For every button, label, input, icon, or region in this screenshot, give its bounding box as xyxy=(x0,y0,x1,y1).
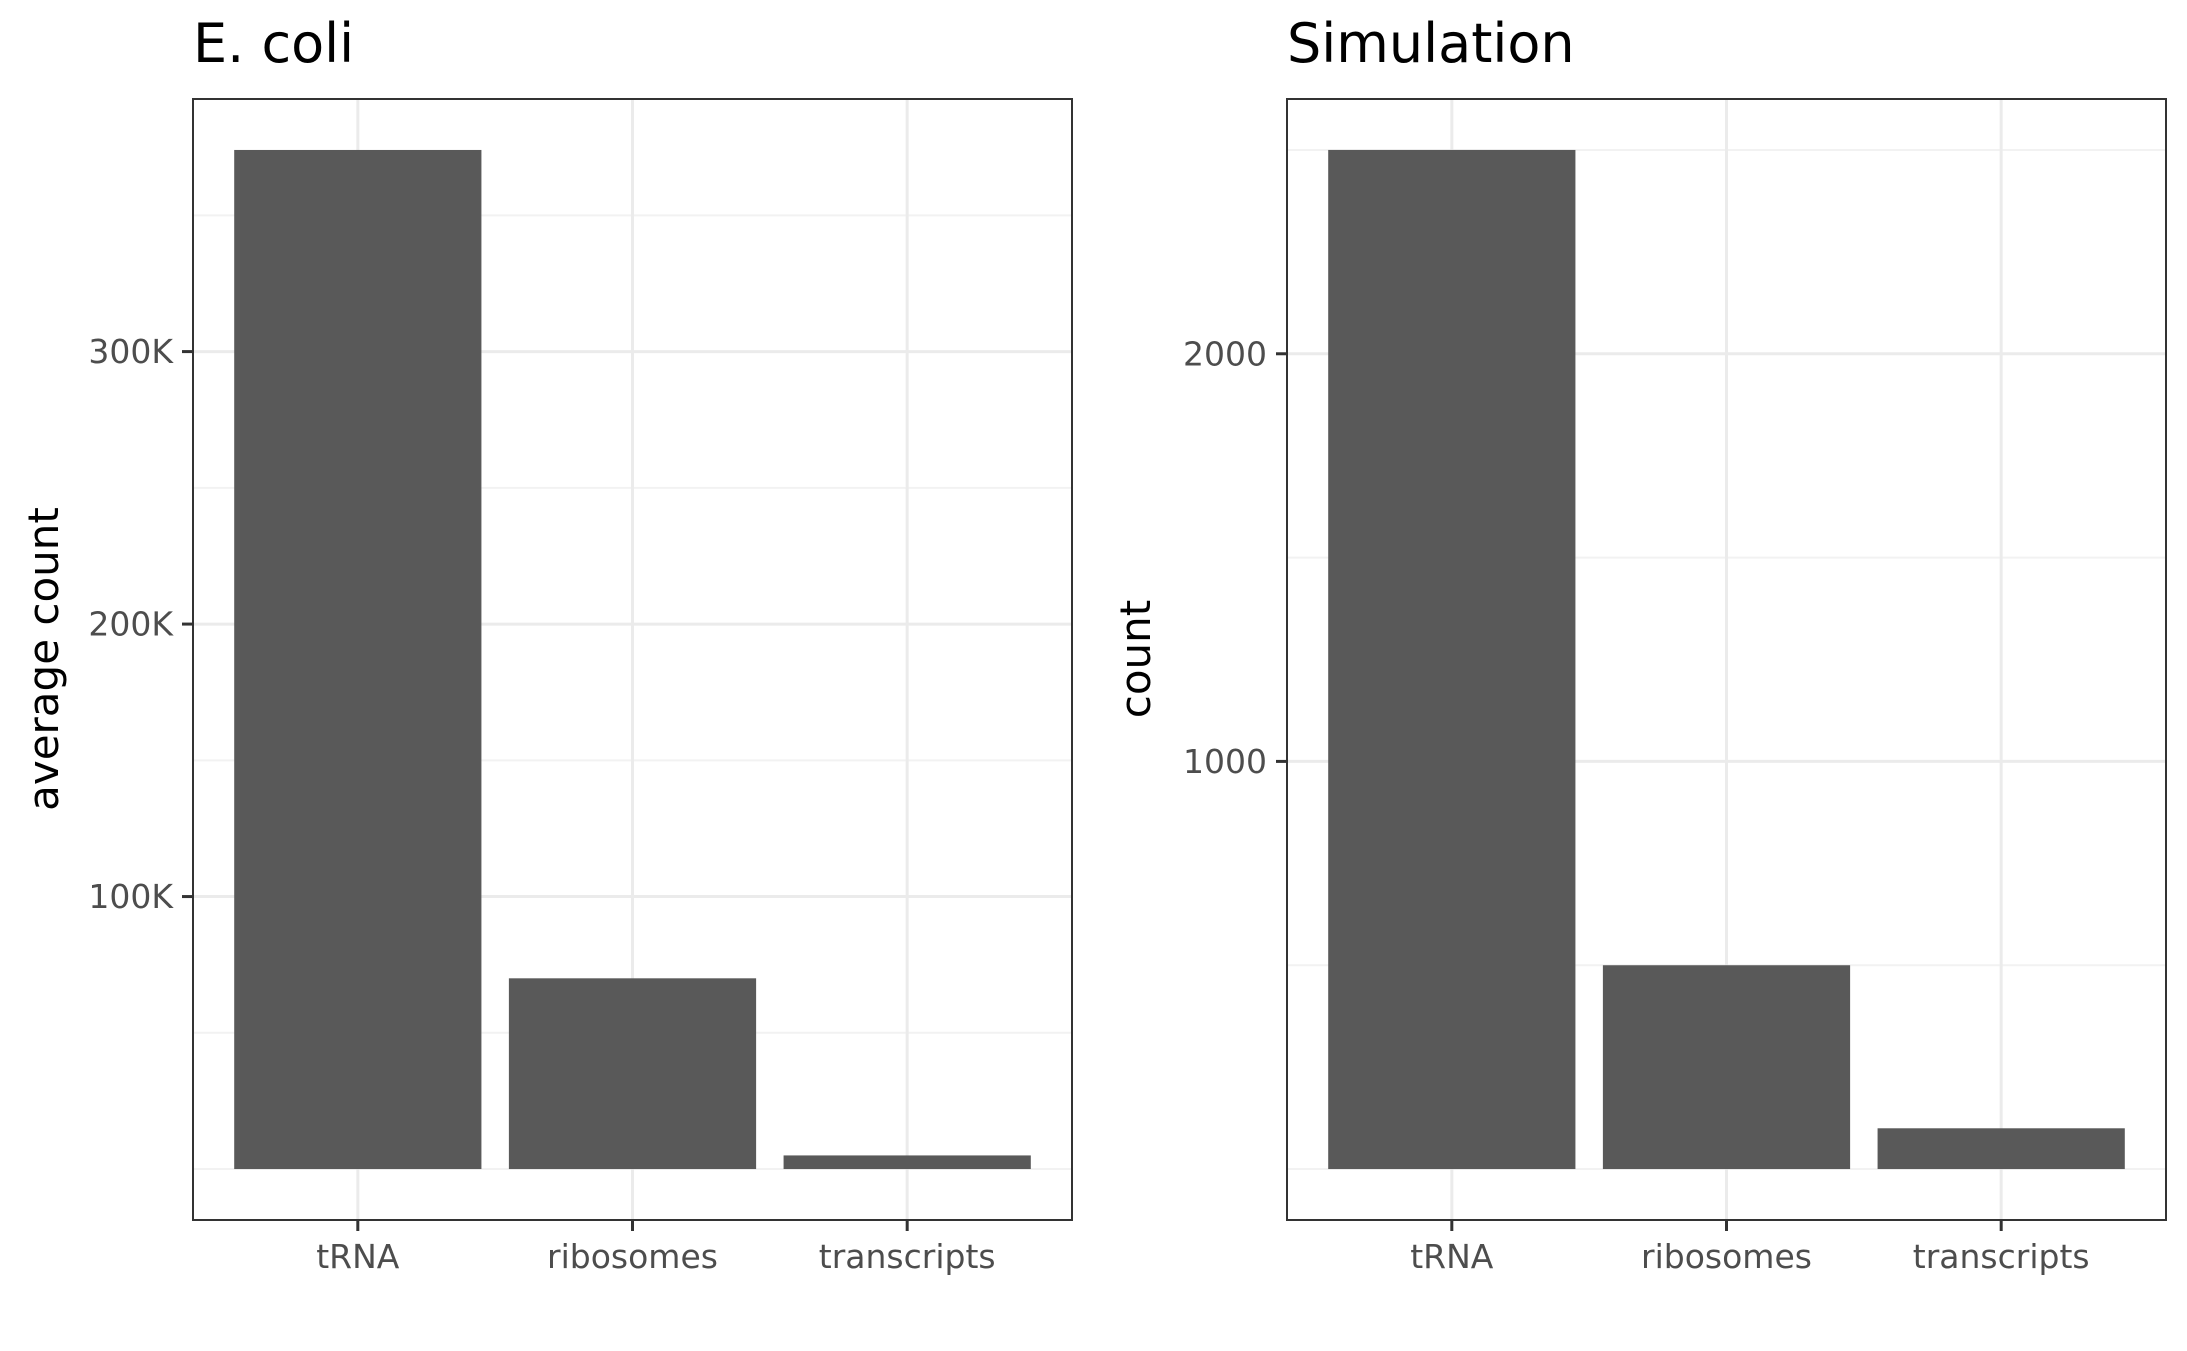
ecoli-x-tick-label-transcripts: transcripts xyxy=(819,1237,996,1276)
ecoli-x-tick-label-tRNA: tRNA xyxy=(316,1237,400,1276)
ecoli-bar-tRNA xyxy=(234,149,482,1170)
simulation-x-tick-label-ribosomes: ribosomes xyxy=(1641,1237,1812,1276)
simulation-bar-transcripts xyxy=(1877,1128,2125,1170)
ecoli-y-tick-label: 100K xyxy=(88,877,174,916)
simulation-bar-ribosomes xyxy=(1602,965,1851,1170)
ecoli-bar-ribosomes xyxy=(508,978,757,1170)
ecoli-panel: 100K 200K 300K tRNA ribosomes transcripts E. c… xyxy=(19,12,1073,1276)
simulation-x-tick-label-tRNA: tRNA xyxy=(1410,1237,1494,1276)
simulation-y-axis-title: count xyxy=(1111,600,1160,719)
ecoli-y-axis-title: average count xyxy=(19,507,68,811)
ecoli-y-tick-label: 300K xyxy=(88,332,174,371)
simulation-y-tick-label: 2000 xyxy=(1183,334,1267,373)
simulation-y-tick-label: 1000 xyxy=(1183,742,1267,781)
simulation-x-tick-label-transcripts: transcripts xyxy=(1913,1237,2090,1276)
simulation-panel-title: Simulation xyxy=(1287,12,1575,75)
ecoli-y-tick-label: 200K xyxy=(88,605,174,644)
ecoli-panel-title: E. coli xyxy=(193,12,354,75)
ecoli-x-tick-label-ribosomes: ribosomes xyxy=(547,1237,718,1276)
simulation-bar-tRNA xyxy=(1328,149,1576,1170)
simulation-panel: 1000 2000 tRNA ribosomes transcripts Simulati… xyxy=(1111,12,2167,1276)
ecoli-bar-transcripts xyxy=(783,1155,1031,1170)
